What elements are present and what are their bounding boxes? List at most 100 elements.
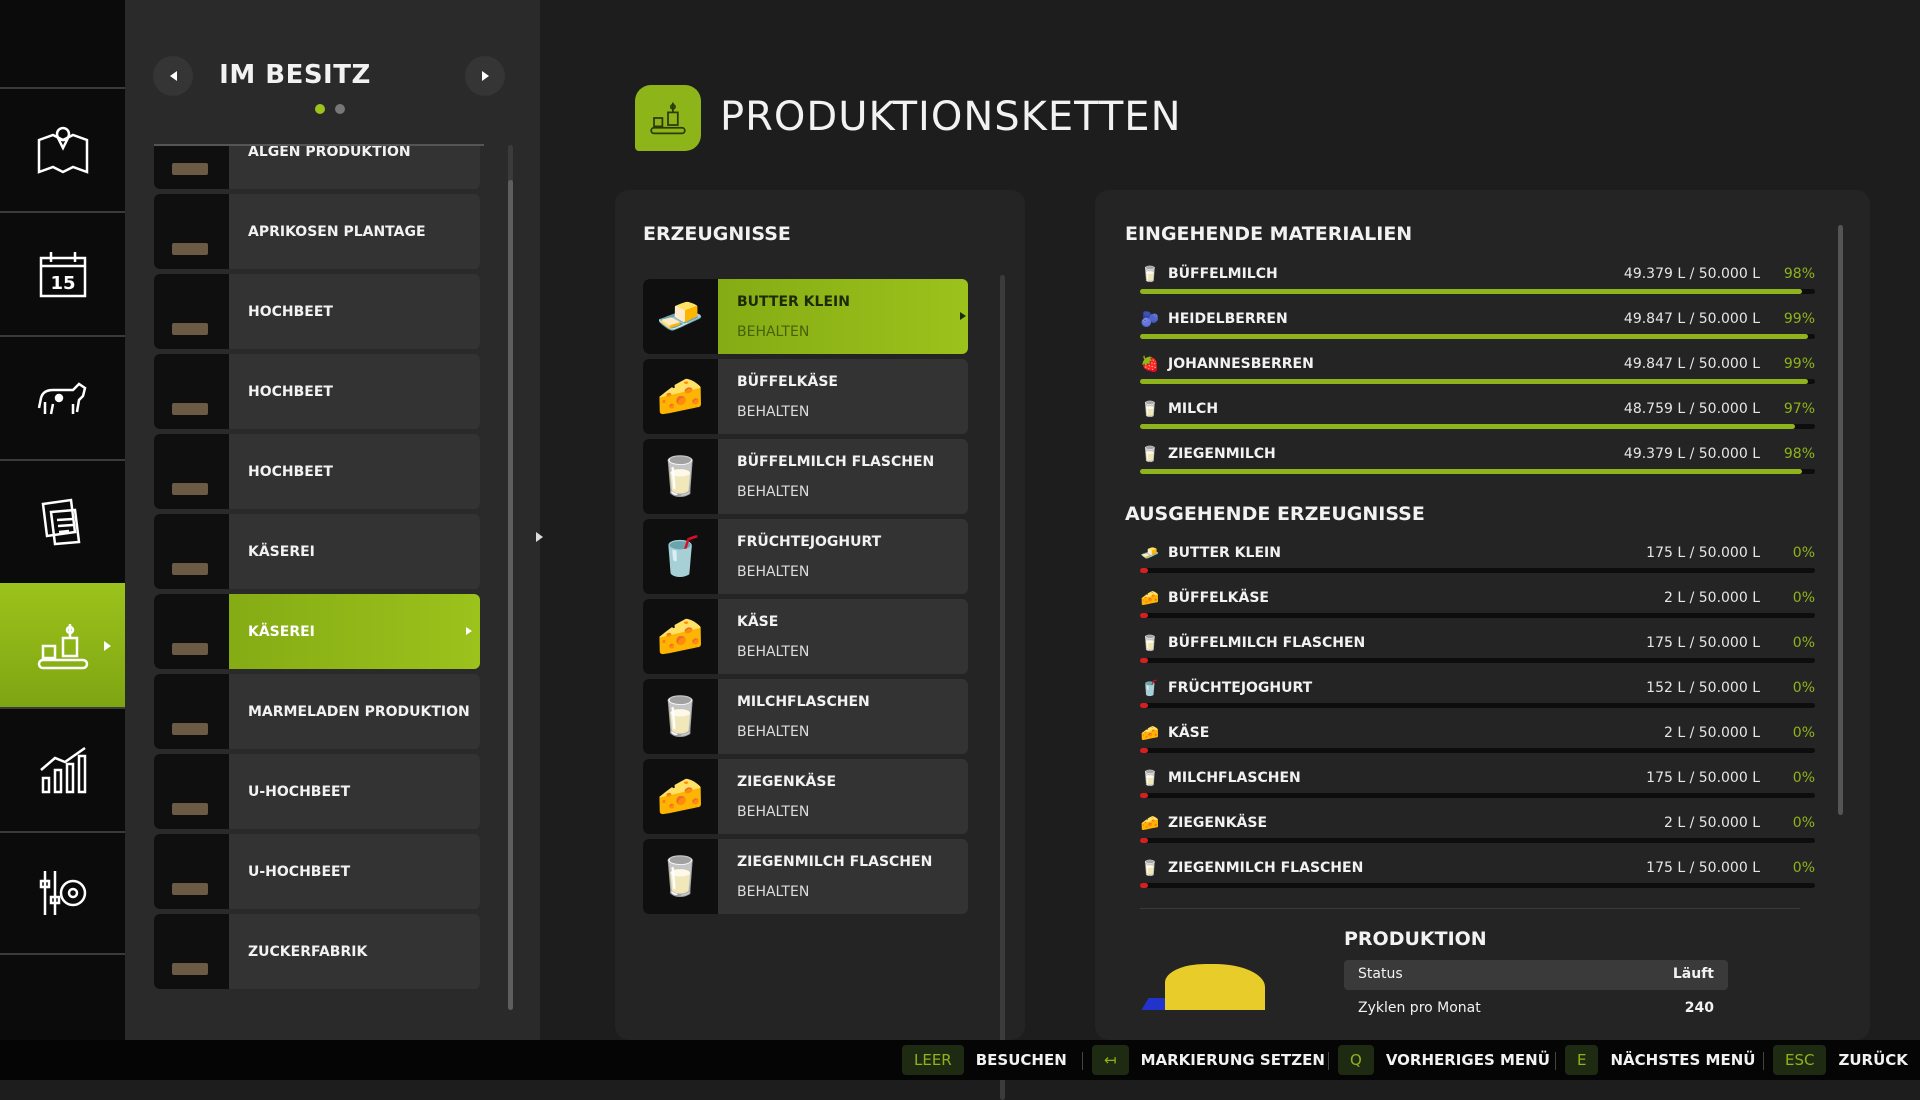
building-image [172, 803, 208, 815]
material-row: 🥛 BÜFFELMILCH FLASCHEN 175 L / 50.000 L 0% [1140, 633, 1815, 677]
product-item[interactable]: 🥛 ZIEGENMILCH FLASCHEN BEHALTEN [643, 839, 968, 914]
materials-panel: EINGEHENDE MATERIALIEN 🥛 BÜFFELMILCH 49.37… [1095, 190, 1870, 1040]
product-item[interactable]: 🧈 BUTTER KLEIN BEHALTEN [643, 279, 968, 354]
action-label: VORHERIGES MENÜ [1385, 1051, 1550, 1069]
material-icon: 🥤 [1140, 679, 1160, 697]
active-indicator [104, 641, 111, 651]
product-item[interactable]: 🧀 ZIEGENKÄSE BEHALTEN [643, 759, 968, 834]
products-scrollbar[interactable] [1000, 275, 1005, 1100]
material-icon: 🥛 [1140, 445, 1160, 463]
material-name: MILCHFLASCHEN [1168, 770, 1301, 786]
product-text: BÜFFELKÄSE BEHALTEN [718, 359, 968, 434]
material-amount: 48.759 L / 50.000 L [1623, 401, 1760, 417]
product-mode: BEHALTEN [737, 803, 810, 820]
material-amount: 49.847 L / 50.000 L [1623, 356, 1760, 372]
product-text: MILCHFLASCHEN BEHALTEN [718, 679, 968, 754]
page-title: PRODUKTIONSKETTEN [720, 94, 1182, 140]
product-item[interactable]: 🥤 FRÜCHTEJOGHURT BEHALTEN [643, 519, 968, 594]
product-item[interactable]: 🧀 BÜFFELKÄSE BEHALTEN [643, 359, 968, 434]
product-mode: BEHALTEN [737, 723, 810, 740]
owned-list: ALGEN PRODUKTION APRIKOSEN PLANTAGE HOCHBE… [154, 144, 484, 1010]
owned-item[interactable]: ALGEN PRODUKTION [154, 146, 480, 189]
nav-statistics[interactable] [0, 707, 125, 831]
fill-bar-level [1140, 883, 1148, 888]
building-thumbnail [154, 834, 229, 909]
building-image [172, 963, 208, 975]
material-name: BUTTER KLEIN [1168, 545, 1281, 561]
statistics-icon [39, 746, 86, 794]
product-image: 🥤 [656, 534, 705, 578]
product-text: ZIEGENMILCH FLASCHEN BEHALTEN [718, 839, 968, 914]
material-name: ZIEGENMILCH [1168, 446, 1276, 462]
owned-item[interactable]: KÄSEREI [154, 514, 480, 589]
product-item[interactable]: 🥛 MILCHFLASCHEN BEHALTEN [643, 679, 968, 754]
outgoing-title: AUSGEHENDE ERZEUGNISSE [1125, 503, 1425, 525]
product-image: 🧀 [656, 374, 705, 418]
nav-settings[interactable] [0, 831, 125, 955]
material-icon: 🥛 [1140, 634, 1160, 652]
materials-scrollbar[interactable] [1838, 225, 1843, 815]
collapse-panel-button[interactable] [536, 532, 543, 542]
product-name: FRÜCHTEJOGHURT [737, 533, 882, 550]
nav-contracts[interactable] [0, 459, 125, 583]
page-dot-active[interactable] [315, 104, 325, 114]
nav-production[interactable] [0, 583, 125, 707]
nav-calendar[interactable]: 15 [0, 211, 125, 335]
fill-bar [1140, 658, 1815, 663]
owned-item-label: HOCHBEET [248, 463, 333, 480]
building-thumbnail [154, 514, 229, 589]
owned-item[interactable]: HOCHBEET [154, 274, 480, 349]
owned-item[interactable]: MARMELADEN PRODUKTION [154, 674, 480, 749]
footer-bar: LEER BESUCHEN ↤ MARKIERUNG SETZEN Q VORHERIGE… [0, 1040, 1920, 1080]
material-percent: 0% [1792, 680, 1815, 696]
product-mode: BEHALTEN [737, 323, 810, 340]
footer-action[interactable]: E NÄCHSTES MENÜ [1565, 1045, 1755, 1075]
product-item[interactable]: 🥛 BÜFFELMILCH FLASCHEN BEHALTEN [643, 439, 968, 514]
fill-bar [1140, 703, 1815, 708]
owned-item[interactable]: KÄSEREI [154, 594, 480, 669]
owned-item[interactable]: HOCHBEET [154, 434, 480, 509]
product-item[interactable]: 🧀 KÄSE BEHALTEN [643, 599, 968, 674]
building-thumbnail [154, 594, 229, 669]
fill-bar-level [1140, 334, 1809, 339]
material-name: FRÜCHTEJOGHURT [1168, 680, 1313, 696]
owned-item[interactable]: HOCHBEET [154, 354, 480, 429]
owned-item-label: MARMELADEN PRODUKTION [248, 703, 470, 720]
owned-scrollbar[interactable] [508, 145, 513, 1010]
material-row: 🥛 MILCHFLASCHEN 175 L / 50.000 L 0% [1140, 768, 1815, 812]
owned-item[interactable]: APRIKOSEN PLANTAGE [154, 194, 480, 269]
material-icon: 🧈 [1140, 544, 1160, 562]
product-text: FRÜCHTEJOGHURT BEHALTEN [718, 519, 968, 594]
owned-panel: IM BESITZ ALGEN PRODUKTION APRIKOSEN PLAN… [125, 0, 540, 1040]
next-page-button[interactable] [465, 56, 505, 96]
fill-bar-level [1140, 424, 1795, 429]
page-dot[interactable] [335, 104, 345, 114]
owned-item-label: APRIKOSEN PLANTAGE [248, 223, 426, 240]
owned-item[interactable]: U-HOCHBEET [154, 834, 480, 909]
action-label: MARKIERUNG SETZEN [1140, 1051, 1325, 1069]
footer-action[interactable]: Q VORHERIGES MENÜ [1338, 1045, 1550, 1075]
product-image: 🧀 [656, 614, 705, 658]
side-navigation: 15 [0, 0, 125, 1040]
material-name: MILCH [1168, 401, 1219, 417]
fill-bar-level [1140, 838, 1148, 843]
owned-scrollbar-thumb[interactable] [508, 180, 513, 1010]
footer-separator [1328, 1052, 1329, 1070]
material-percent: 98% [1783, 446, 1815, 462]
action-label: NÄCHSTES MENÜ [1610, 1051, 1756, 1069]
nav-map[interactable] [0, 87, 125, 211]
fill-bar [1140, 424, 1815, 429]
owned-item[interactable]: U-HOCHBEET [154, 754, 480, 829]
footer-action[interactable]: LEER BESUCHEN [902, 1045, 1067, 1075]
nav-animals[interactable] [0, 335, 125, 459]
material-percent: 0% [1792, 815, 1815, 831]
product-thumbnail: 🥛 [643, 839, 718, 914]
fill-bar [1140, 469, 1815, 474]
material-name: BÜFFELMILCH FLASCHEN [1168, 635, 1366, 651]
material-row: 🥛 BÜFFELMILCH 49.379 L / 50.000 L 98% [1140, 264, 1815, 308]
owned-item[interactable]: ZUCKERFABRIK [154, 914, 480, 989]
prev-page-button[interactable] [153, 56, 193, 96]
footer-action[interactable]: ↤ MARKIERUNG SETZEN [1092, 1045, 1325, 1075]
material-row: 🧀 BÜFFELKÄSE 2 L / 50.000 L 0% [1140, 588, 1815, 632]
footer-action[interactable]: ESC ZURÜCK [1773, 1045, 1908, 1075]
